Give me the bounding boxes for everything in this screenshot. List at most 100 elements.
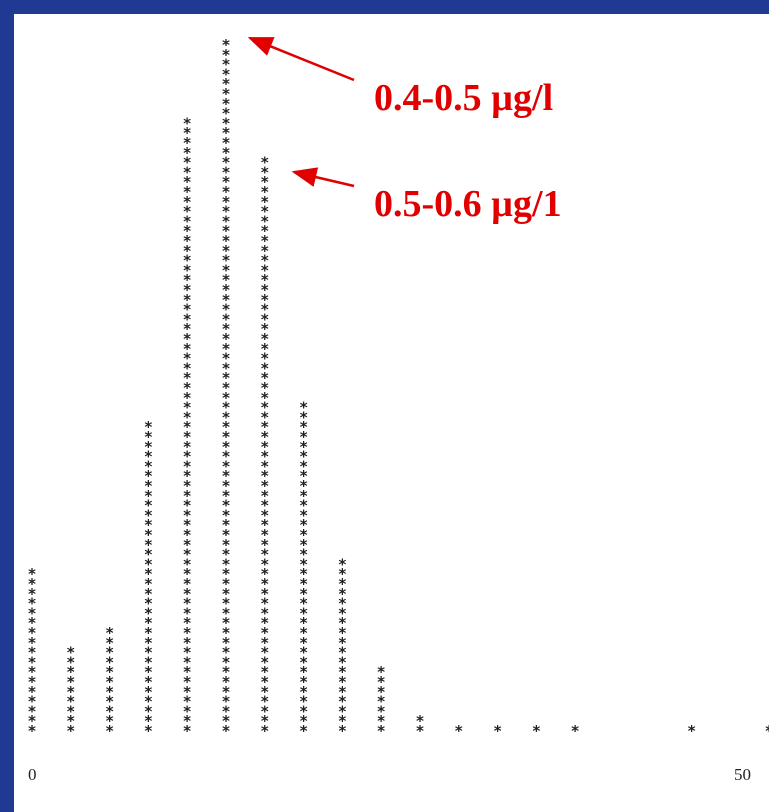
data-point: * [221,330,230,348]
data-point: * [260,712,269,730]
data-point: * [260,585,269,603]
data-point: * [299,585,308,603]
data-point: * [221,222,230,240]
data-point: * [144,644,153,662]
bin-column-14: * [571,722,580,740]
data-point: * [221,85,230,103]
data-point: * [144,565,153,583]
data-point: * [221,634,230,652]
data-point: * [221,438,230,456]
data-point: * [260,340,269,358]
data-point: * [260,193,269,211]
data-point: * [260,663,269,681]
data-point: * [144,457,153,475]
data-point: * [221,144,230,162]
data-point: * [260,379,269,397]
data-point: * [338,595,347,613]
data-point: * [183,183,192,201]
data-point: * [221,242,230,260]
data-point: * [299,536,308,554]
data-point: * [183,614,192,632]
data-point: * [338,644,347,662]
data-point: * [493,722,502,740]
data-point: * [338,565,347,583]
data-point: * [105,683,114,701]
data-point: * [144,595,153,613]
data-point: * [183,330,192,348]
data-point: * [765,722,769,740]
data-point: * [221,203,230,221]
data-point: * [260,281,269,299]
data-point: * [260,555,269,573]
data-point: * [221,722,230,740]
data-point: * [183,477,192,495]
data-point: * [144,448,153,466]
data-point: * [221,379,230,397]
data-point: * [221,36,230,54]
data-point: * [260,173,269,191]
data-point: * [299,487,308,505]
data-point: * [260,516,269,534]
data-point: * [299,428,308,446]
data-point: * [27,565,36,583]
data-point: * [221,487,230,505]
data-point: * [144,497,153,515]
data-point: * [183,448,192,466]
data-point: * [299,604,308,622]
data-point: * [183,595,192,613]
data-point: * [221,624,230,642]
data-point: * [27,673,36,691]
data-point: * [299,438,308,456]
data-point: * [260,163,269,181]
data-point: * [144,663,153,681]
data-point: * [183,526,192,544]
data-point: * [260,604,269,622]
data-point: * [183,173,192,191]
data-point: * [183,203,192,221]
data-point: * [260,203,269,221]
data-point: * [144,624,153,642]
data-point: * [27,595,36,613]
data-point: * [260,261,269,279]
data-point: * [260,624,269,642]
data-point: * [144,702,153,720]
data-point: * [299,595,308,613]
data-point: * [260,448,269,466]
bin-column-3: ******************************** [144,418,153,740]
data-point: * [260,644,269,662]
data-point: * [299,546,308,564]
data-point: * [27,663,36,681]
data-point: * [144,487,153,505]
data-point: * [221,271,230,289]
data-point: * [183,320,192,338]
data-point: * [260,330,269,348]
data-point: * [299,565,308,583]
data-point: * [221,389,230,407]
data-point: * [183,144,192,162]
data-point: * [221,56,230,74]
data-point: * [221,693,230,711]
data-point: * [260,693,269,711]
data-point: * [299,467,308,485]
data-point: * [377,702,386,720]
data-point: * [221,526,230,544]
bin-column-2: *********** [105,624,114,740]
annotation-arrow-1 [247,36,355,82]
data-point: * [183,644,192,662]
data-point: * [260,291,269,309]
data-point: * [221,114,230,132]
data-point: * [27,702,36,720]
data-point: * [377,683,386,701]
data-point: * [221,261,230,279]
data-point: * [221,428,230,446]
bin-column-10: ** [415,712,424,740]
data-point: * [221,457,230,475]
data-point: * [221,301,230,319]
data-point: * [183,369,192,387]
data-point: * [183,487,192,505]
data-point: * [183,555,192,573]
data-point: * [66,653,75,671]
data-point: * [183,163,192,181]
data-point: * [221,477,230,495]
data-point: * [183,428,192,446]
